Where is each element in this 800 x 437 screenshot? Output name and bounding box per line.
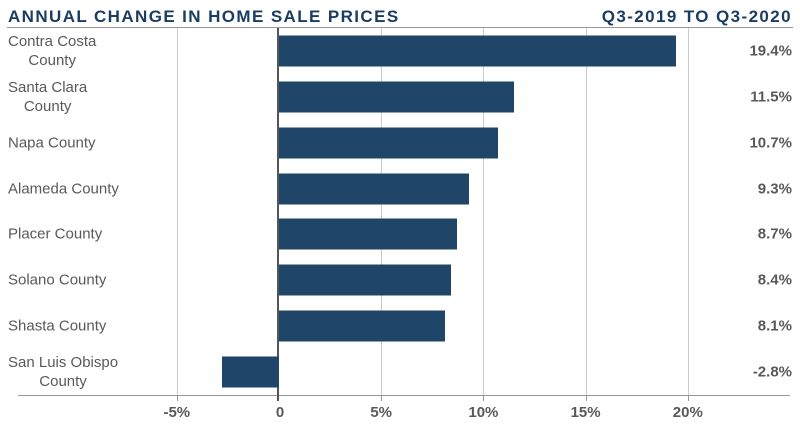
bar-row: Napa County 10.7% — [0, 120, 800, 166]
value-label: 8.4% — [757, 271, 792, 289]
bar-row: Shasta County 8.1% — [0, 303, 800, 349]
category-label: Napa County — [8, 134, 96, 152]
gridline — [687, 28, 689, 395]
tick-mark — [176, 395, 178, 401]
gridline — [176, 28, 178, 395]
gridline — [585, 28, 587, 395]
bar-chart-plot-area: Contra Costa County 19.4% Santa Clara Coun… — [0, 28, 800, 401]
value-label: -2.8% — [752, 363, 792, 381]
bar-row: Contra Costa County 19.4% — [0, 28, 800, 74]
tick-label: 10% — [468, 404, 499, 421]
page-title: ANNUAL CHANGE IN HOME SALE PRICES — [8, 7, 400, 26]
bar-row: Santa Clara County 11.5% — [0, 74, 800, 120]
value-label: 9.3% — [757, 180, 792, 198]
category-label: San Luis Obispo County — [8, 354, 119, 391]
period-label: Q3-2019 TO Q3-2020 — [601, 7, 792, 26]
value-bar — [221, 356, 279, 388]
value-label: 8.7% — [757, 225, 792, 243]
tick-mark — [585, 395, 587, 401]
bar-row: Placer County 8.7% — [0, 212, 800, 258]
category-label: Contra Costa County — [8, 32, 97, 69]
tick-mark — [687, 395, 689, 401]
value-bar — [279, 218, 457, 250]
value-label: 11.5% — [750, 88, 792, 106]
category-label: Placer County — [8, 225, 103, 243]
gridline — [483, 28, 485, 395]
bar-row: San Luis Obispo County -2.8% — [0, 349, 800, 395]
bar-row: Solano County 8.4% — [0, 257, 800, 303]
tick-mark — [277, 395, 279, 401]
x-axis-line — [18, 395, 790, 396]
value-bar — [279, 264, 451, 296]
category-label: Shasta County — [8, 317, 107, 335]
tick-label: 5% — [370, 404, 393, 421]
title-divider — [7, 27, 793, 28]
value-bar — [279, 173, 470, 205]
bar-row: Alameda County 9.3% — [0, 166, 800, 212]
tick-label: 0 — [275, 404, 285, 421]
value-bar — [279, 81, 515, 113]
category-label: Santa Clara County — [8, 78, 88, 115]
value-label: 10.7% — [749, 134, 792, 152]
value-bar — [279, 310, 445, 342]
value-label: 8.1% — [757, 317, 792, 335]
value-bar — [279, 127, 498, 159]
zero-gridline — [277, 28, 279, 401]
tick-label: 20% — [672, 404, 703, 421]
category-label: Alameda County — [8, 180, 119, 198]
tick-label: 15% — [570, 404, 601, 421]
tick-label: -5% — [163, 404, 191, 421]
category-label: Solano County — [8, 271, 107, 289]
value-bar — [279, 35, 676, 67]
gridline — [381, 28, 383, 395]
value-label: 19.4% — [749, 42, 792, 60]
tick-mark — [381, 395, 383, 401]
tick-mark — [483, 395, 485, 401]
